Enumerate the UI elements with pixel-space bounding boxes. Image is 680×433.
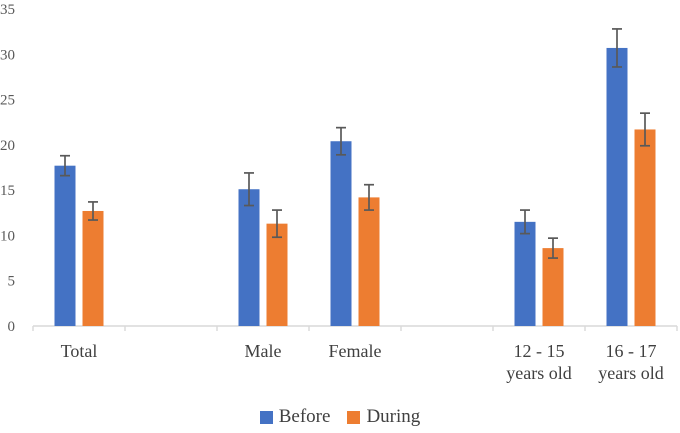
legend-item-before: Before — [259, 406, 331, 428]
error-bar — [548, 237, 558, 259]
bar-during — [634, 129, 656, 326]
bar-before — [514, 221, 536, 326]
x-axis-category-label: 16 - 17 years old — [598, 341, 663, 383]
legend-swatch-before-icon — [259, 410, 273, 424]
error-bar — [336, 126, 346, 156]
error-bar — [88, 201, 98, 221]
bar-before — [330, 141, 352, 326]
y-axis-tick-label: 35 — [0, 2, 15, 18]
legend-swatch-during-icon — [347, 410, 361, 424]
legend-label: Before — [278, 406, 331, 427]
legend-label: During — [366, 406, 421, 427]
y-axis-tick-label: 15 — [0, 183, 15, 199]
bar-during — [266, 223, 288, 326]
bar-during — [542, 248, 564, 326]
error-bar — [520, 209, 530, 235]
bar-before — [54, 165, 76, 326]
bar-during — [82, 210, 104, 326]
x-axis-category-label: 12 - 15 years old — [506, 341, 571, 383]
error-bar — [272, 209, 282, 239]
bar-before — [606, 47, 628, 327]
y-axis-tick-label: 25 — [0, 93, 15, 109]
bar-during — [358, 197, 380, 326]
error-bar — [60, 154, 70, 177]
x-axis-category-label: Male — [245, 341, 282, 361]
y-axis-tick-label: 10 — [0, 228, 15, 244]
error-bar — [640, 112, 650, 147]
bar-before — [238, 189, 260, 326]
x-axis-category-label: Total — [61, 341, 98, 361]
x-axis-category-label: Female — [329, 341, 382, 361]
y-axis-tick-label: 0 — [8, 319, 16, 335]
error-bar — [244, 172, 254, 207]
y-axis-tick-label: 5 — [8, 274, 16, 290]
error-bar — [364, 183, 374, 211]
y-axis-tick-label: 30 — [0, 47, 15, 63]
chart-legend: Before During — [0, 404, 680, 430]
error-bar — [612, 28, 622, 68]
legend-item-during: During — [347, 406, 420, 428]
y-axis-tick-label: 20 — [0, 138, 15, 154]
